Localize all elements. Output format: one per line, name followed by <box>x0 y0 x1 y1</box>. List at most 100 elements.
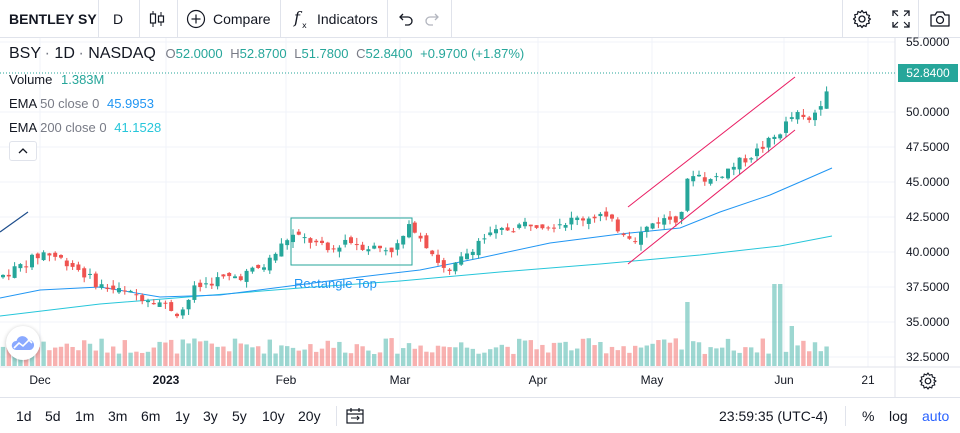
volume-bar <box>424 351 429 366</box>
volume-bar <box>366 350 371 366</box>
candle <box>784 116 788 138</box>
volume-bar <box>134 351 139 366</box>
candle <box>198 279 203 292</box>
channel-upper-line[interactable] <box>627 76 796 208</box>
candle <box>122 286 127 295</box>
candle <box>610 213 614 222</box>
range-button-1d[interactable]: 1d <box>16 408 32 424</box>
candle <box>47 252 52 262</box>
volume-bar <box>140 352 145 366</box>
candle <box>795 110 800 124</box>
candle <box>262 264 266 272</box>
high-value: 52.8700 <box>239 46 287 61</box>
date-range-button[interactable] <box>345 398 365 433</box>
volume-bar <box>290 347 296 366</box>
range-button-3m[interactable]: 3m <box>108 408 128 424</box>
legend-collapse-button[interactable] <box>9 141 37 161</box>
candle <box>337 245 342 258</box>
axis-settings-button[interactable] <box>918 371 938 396</box>
tradingview-logo[interactable] <box>6 326 40 360</box>
candle <box>314 239 319 246</box>
volume-bar <box>122 340 127 366</box>
candle <box>418 232 423 242</box>
snapshot-button[interactable] <box>929 0 951 38</box>
top-toolbar: BENTLEY SY D Compare f x Indicators <box>0 0 960 38</box>
gear-icon <box>852 9 872 29</box>
range-button-5y[interactable]: 5y <box>232 408 247 424</box>
volume-bar <box>6 347 11 366</box>
volume-bar <box>203 340 209 366</box>
volume-bar <box>511 353 516 366</box>
candle <box>615 217 620 233</box>
indicators-button[interactable]: f x Indicators <box>292 0 378 38</box>
candle <box>685 178 690 213</box>
chart-canvas[interactable] <box>0 38 960 397</box>
symbol-label: BENTLEY SY <box>9 11 97 27</box>
volume-name: Volume <box>9 72 53 87</box>
drawings[interactable] <box>0 76 796 266</box>
undo-button[interactable] <box>396 0 414 38</box>
chart-style-button[interactable] <box>147 0 167 38</box>
candle <box>453 262 458 275</box>
candle <box>401 235 406 249</box>
candle <box>128 289 133 293</box>
volume-bar <box>476 353 481 366</box>
fullscreen-button[interactable] <box>892 0 910 38</box>
price-tick-label: 45.0000 <box>906 175 950 189</box>
range-button-5d[interactable]: 5d <box>45 408 61 424</box>
candle <box>436 249 440 266</box>
volume-bar <box>221 346 226 366</box>
range-button-20y[interactable]: 20y <box>298 408 321 424</box>
high-label: H <box>230 46 240 61</box>
range-button-1m[interactable]: 1m <box>75 408 95 424</box>
volume-bar <box>783 351 789 366</box>
volume-bar <box>522 340 528 366</box>
legend-volume-row[interactable]: Volume 1.383M <box>9 72 104 87</box>
range-button-3y[interactable]: 3y <box>203 408 218 424</box>
volume-bar <box>412 348 417 366</box>
percent-toggle[interactable]: % <box>862 408 875 424</box>
settings-button[interactable] <box>852 0 872 38</box>
legend-symbol[interactable]: BSY <box>9 45 42 62</box>
clock[interactable]: 23:59:35 (UTC-4) <box>719 408 828 424</box>
volume-bar <box>488 349 493 366</box>
legend-ema50-row[interactable]: EMA 50 close 0 45.9953 <box>9 96 154 111</box>
candle <box>273 252 278 263</box>
candle <box>12 262 17 279</box>
range-button-1y[interactable]: 1y <box>175 408 190 424</box>
compare-button[interactable]: Compare <box>186 0 271 38</box>
volume-bar <box>528 340 533 366</box>
range-button-10y[interactable]: 10y <box>262 408 285 424</box>
redo-button[interactable] <box>424 0 442 38</box>
auto-toggle[interactable]: auto <box>922 408 950 424</box>
candle <box>633 237 638 244</box>
volume-bar <box>383 338 388 366</box>
volume-bar <box>389 338 394 366</box>
channel-lower-line[interactable] <box>627 129 796 265</box>
interval-button[interactable]: D <box>113 0 123 38</box>
toolbar-divider <box>139 0 140 38</box>
legend-ema200-row[interactable]: EMA 200 close 0 41.1528 <box>9 120 161 135</box>
candle <box>546 225 551 231</box>
volume-bar <box>551 342 557 366</box>
trend-line[interactable] <box>0 211 29 233</box>
volume-bar <box>395 353 400 366</box>
candle <box>726 168 730 180</box>
volume-bar <box>319 348 325 366</box>
candle <box>99 279 104 290</box>
price-tick-label: 35.0000 <box>906 315 950 329</box>
cloud-logo-icon <box>11 336 35 350</box>
candle <box>238 273 243 282</box>
volume-bar <box>418 345 423 366</box>
volume-bar <box>435 345 441 366</box>
volume-bar <box>360 346 365 366</box>
candle <box>621 232 626 237</box>
volume-bar <box>157 341 162 366</box>
symbol-search-button[interactable]: BENTLEY SY <box>9 0 97 38</box>
volume-bar <box>749 347 754 366</box>
rectangle-top-drawing[interactable] <box>290 217 413 266</box>
volume-bar <box>406 343 412 366</box>
range-button-6m[interactable]: 6m <box>141 408 161 424</box>
interval-label: D <box>113 11 124 27</box>
log-toggle[interactable]: log <box>889 408 908 424</box>
